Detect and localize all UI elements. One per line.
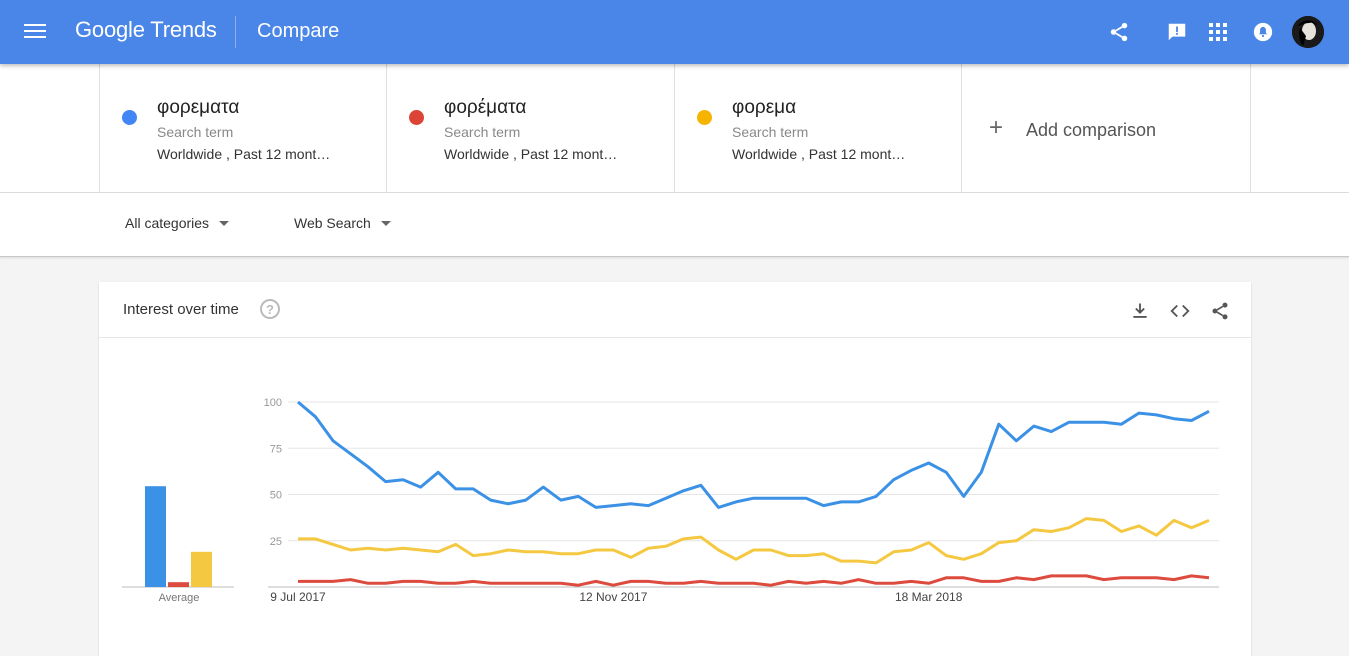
average-label: Average [159,592,200,604]
term-type: Search term [732,124,809,140]
term-card-2[interactable]: φορέματα Search term Worldwide , Past 12… [386,64,674,192]
term-name: φορεματα [157,97,240,118]
term-scope: Worldwide , Past 12 mont… [157,146,331,162]
average-bar-2 [168,582,189,587]
x-tick-label: 18 Mar 2018 [895,590,963,604]
average-bar-3 [191,551,212,587]
logo-google-text: Google [75,17,145,42]
add-comparison-button[interactable]: + Add comparison [961,64,1251,192]
term-type: Search term [157,124,234,140]
x-tick-label: 9 Jul 2017 [270,590,326,604]
chevron-down-icon [219,220,230,226]
term-card-3[interactable]: φορεμα Search term Worldwide , Past 12 m… [674,64,962,192]
feedback-icon[interactable] [1165,20,1189,44]
search-type-value: Web Search [294,215,371,231]
term-type: Search term [444,124,521,140]
interest-over-time-card: Interest over time ? 100 75 50 25 9 Jul 2017… [99,282,1251,656]
google-trends-logo[interactable]: Google Trends [75,17,217,43]
notifications-icon[interactable] [1251,20,1275,44]
plus-icon: + [989,114,1004,141]
header-divider [235,16,236,48]
download-icon[interactable] [1128,299,1152,323]
series-line-2 [298,574,1210,587]
y-tick-label: 50 [270,490,282,502]
y-tick-label: 100 [264,397,282,409]
chevron-down-icon [380,220,391,226]
category-dropdown[interactable]: All categories [125,215,230,231]
add-comparison-label: Add comparison [1026,120,1157,140]
avatar[interactable] [1292,16,1324,48]
series-color-dot [409,110,424,125]
interest-chart: 100 75 50 25 9 Jul 2017 12 Nov 2017 18 Mar 201… [122,397,1219,604]
series-line-1 [297,400,1210,509]
filter-bar: All categories Web Search [0,193,1349,257]
embed-icon[interactable] [1168,299,1192,323]
term-name: φορέματα [444,97,527,118]
series-color-dot [697,110,712,125]
help-icon[interactable]: ? [260,299,280,319]
category-value: All categories [125,215,210,231]
term-scope: Worldwide , Past 12 mont… [732,146,906,162]
card-header: Interest over time ? [99,282,1251,338]
y-tick-label: 25 [270,536,282,548]
share-icon[interactable] [1208,299,1232,323]
x-tick-label: 12 Nov 2017 [579,590,647,604]
page-title: Compare [257,20,340,42]
apps-icon[interactable] [1206,20,1230,44]
term-name: φορεμα [732,97,797,118]
logo-trends-text: Trends [150,17,217,42]
average-bar-1 [145,486,166,587]
search-type-dropdown[interactable]: Web Search [294,215,391,231]
share-icon[interactable] [1107,20,1131,44]
card-title: Interest over time [123,301,239,318]
y-tick-label: 75 [270,443,282,455]
top-app-bar: Google Trends Compare [0,0,1349,64]
compare-terms-row: φορεματα Search term Worldwide , Past 12… [0,64,1349,193]
series-line-3 [298,517,1210,565]
term-card-1[interactable]: φορεματα Search term Worldwide , Past 12… [99,64,387,192]
series-color-dot [122,110,137,125]
menu-icon[interactable] [24,24,46,40]
term-scope: Worldwide , Past 12 mont… [444,146,618,162]
